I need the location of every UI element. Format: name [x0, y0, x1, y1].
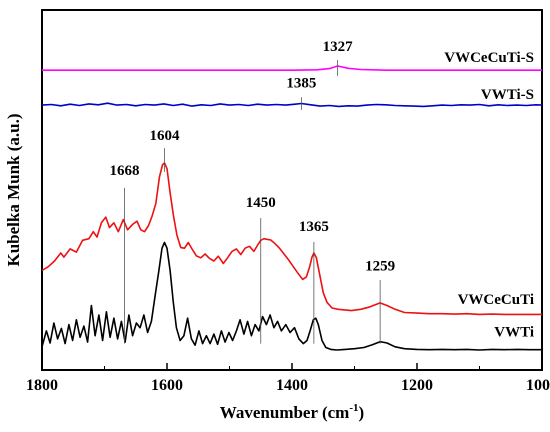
- series-labels: VWCeCuTi-S VWTi-S VWCeCuTi VWTi: [444, 50, 534, 340]
- x-axis-title: Wavenumber (cm-1): [220, 402, 364, 422]
- x-tick-label-1800: 1800: [26, 377, 58, 394]
- series-lines: [41, 65, 543, 351]
- y-axis-title: Kubelka Munk (a.u.): [4, 113, 23, 266]
- series-label-vwti-s: VWTi-S: [481, 87, 534, 103]
- x-tick-label-1000: 1000: [526, 377, 550, 394]
- x-tick-label-1400: 1400: [276, 377, 308, 394]
- peak-label-1365: 1365: [299, 219, 329, 235]
- series-line-vwcecuti: [41, 162, 542, 316]
- series-label-vwcecuti-s: VWCeCuTi-S: [444, 50, 534, 66]
- x-tick-label-1200: 1200: [401, 377, 433, 394]
- peak-label-1450: 1450: [246, 195, 276, 211]
- x-axis: 1800 1600 1400 1200 1000: [26, 363, 550, 394]
- peak-label-1385: 1385: [286, 76, 316, 92]
- series-line-vwti: [41, 241, 542, 351]
- series-line-vwcecuti-s: [42, 65, 542, 71]
- peak-label-1668: 1668: [110, 163, 140, 179]
- series-label-vwcecuti: VWCeCuTi: [458, 292, 534, 308]
- peak-label-1259: 1259: [365, 259, 395, 275]
- peak-label-1327: 1327: [323, 39, 354, 55]
- series-label-vwti: VWTi: [494, 325, 534, 341]
- peak-label-1604: 1604: [150, 128, 181, 144]
- series-line-vwti-s: [41, 102, 543, 108]
- peak-annotations: 1327 1385 1604 1668 1450 1365 1259: [110, 39, 395, 344]
- x-tick-label-1600: 1600: [151, 377, 183, 394]
